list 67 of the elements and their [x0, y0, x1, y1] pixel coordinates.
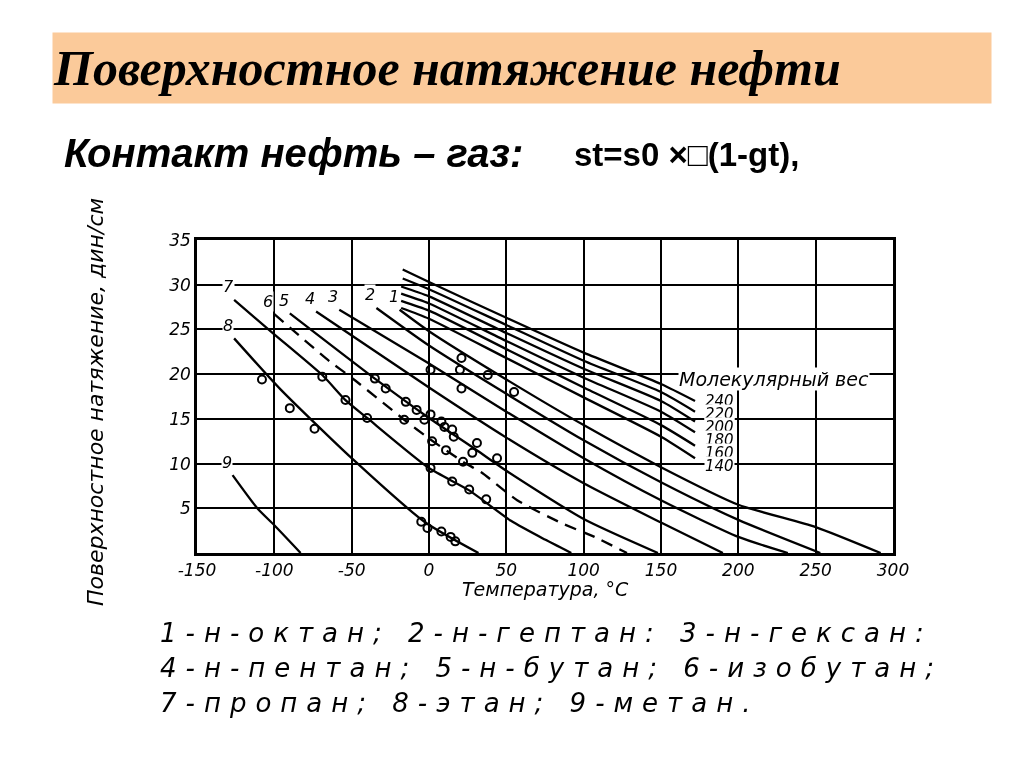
point — [482, 370, 493, 381]
point — [492, 453, 503, 464]
point — [309, 423, 320, 434]
point — [411, 404, 422, 415]
y-tick-label: 25 — [169, 319, 191, 340]
point — [448, 431, 459, 442]
point — [317, 371, 328, 382]
series-label: 4 — [305, 289, 316, 308]
point — [340, 395, 351, 406]
series-label: 9 — [222, 453, 233, 472]
point — [447, 424, 458, 435]
point — [481, 494, 492, 505]
point — [436, 526, 447, 537]
point — [400, 396, 411, 407]
point — [509, 387, 520, 398]
point — [471, 438, 482, 448]
point — [458, 456, 469, 467]
point — [456, 353, 467, 364]
y-tick-label: 10 — [169, 453, 191, 474]
point — [427, 436, 438, 447]
point — [447, 476, 458, 487]
series-label: 140 — [705, 457, 734, 475]
series-label: 7 — [223, 277, 234, 296]
x-tick-label: -50 — [337, 560, 366, 581]
x-tick-label: 300 — [876, 560, 910, 581]
point — [284, 403, 295, 414]
chart-title: Поверхностное натяжение нефти — [53, 40, 841, 96]
point — [380, 383, 391, 394]
x-tick-label: 200 — [722, 560, 755, 581]
x-tick-label: 150 — [644, 560, 678, 581]
text: 4-н-пентан; 5-н-бутан; 6-изобутан; — [160, 653, 944, 683]
point — [422, 522, 433, 533]
y-tick-label: 15 — [169, 408, 191, 429]
point — [256, 374, 267, 385]
point — [441, 445, 452, 456]
annotation: Молекулярный вес — [679, 368, 869, 390]
series-label: 3 — [328, 287, 339, 306]
series-label: 6 — [263, 292, 274, 311]
x-tick-label: 250 — [799, 560, 832, 581]
series-label: 8 — [223, 316, 234, 335]
text: 7-пропан; 8-этан; 9-метан. — [160, 688, 760, 718]
point — [399, 414, 410, 425]
y-tick-label: 20 — [169, 364, 191, 385]
chart-subtitle: Контакт нефть – газ: — [64, 131, 524, 175]
x-tick-label: 0 — [423, 560, 435, 581]
x-tick-label: -100 — [255, 560, 294, 581]
series-label: 2 — [365, 285, 376, 304]
point — [467, 447, 478, 458]
point — [450, 536, 461, 547]
series-label: 1 — [389, 287, 400, 306]
point — [445, 531, 456, 542]
series-label: 5 — [279, 291, 290, 310]
y-tick-label: 35 — [169, 229, 191, 250]
y-tick-label: 30 — [169, 274, 191, 295]
point — [439, 421, 450, 432]
x-tick-label: 100 — [567, 560, 600, 581]
y-tick-label: 5 — [179, 498, 191, 519]
point — [456, 383, 467, 394]
x-tick-label: 50 — [495, 560, 518, 581]
y-axis-title: Поверхностное натяжение, дин/см — [83, 197, 108, 606]
text: 1-н-октан; 2-н-гептан: 3-н-гексан: — [160, 618, 933, 648]
point — [464, 484, 475, 495]
x-tick-label: -150 — [177, 560, 217, 581]
point — [362, 412, 373, 423]
text: st=s0 ×□(1-gt), — [574, 136, 800, 173]
point — [416, 516, 427, 527]
x-axis-title: Температура, °С — [462, 578, 630, 600]
